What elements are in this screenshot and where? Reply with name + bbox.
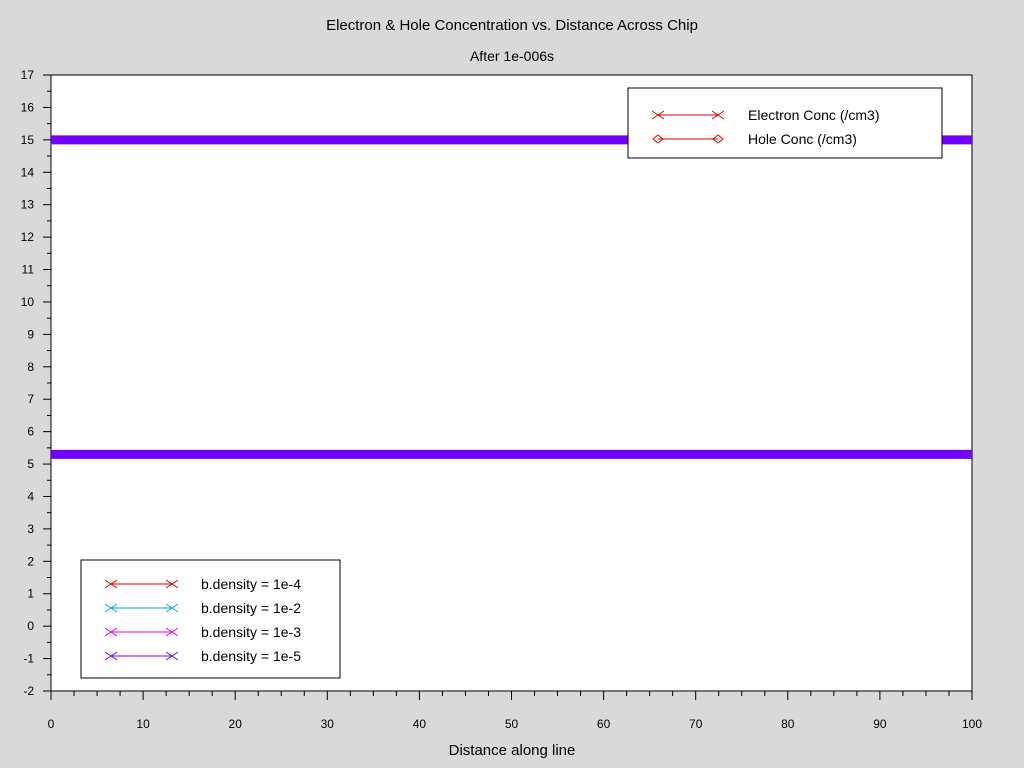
legend-marker-diamond bbox=[712, 134, 724, 144]
y-tick-label: 15 bbox=[21, 133, 35, 147]
legend-marker-x bbox=[165, 627, 179, 637]
y-tick-label: 2 bbox=[27, 554, 34, 568]
legend-marker-diamond bbox=[652, 134, 664, 144]
y-tick-label: 1 bbox=[27, 587, 34, 601]
legend-marker-x bbox=[165, 603, 179, 613]
y-tick-label: 11 bbox=[22, 263, 35, 277]
y-tick-label: 5 bbox=[27, 457, 34, 471]
x-tick-label: 50 bbox=[505, 717, 519, 731]
y-tick-label: 8 bbox=[27, 360, 34, 374]
legend-marker-x bbox=[104, 603, 118, 613]
legend-marker-x bbox=[104, 627, 118, 637]
legend-density: b.density = 1e-4 b.density = 1e-2 b.densit… bbox=[80, 559, 341, 679]
x-axis-label: Distance along line bbox=[449, 742, 576, 759]
x-tick-label: 100 bbox=[962, 717, 982, 731]
legend-label: Hole Conc (/cm3) bbox=[748, 131, 857, 147]
x-tick-label: 80 bbox=[781, 717, 795, 731]
y-tick-label: 3 bbox=[27, 522, 34, 536]
x-tick-label: 0 bbox=[48, 717, 55, 731]
legend-label: b.density = 1e-4 bbox=[201, 576, 301, 592]
legend-marker-x bbox=[165, 651, 179, 661]
y-tick-label: -1 bbox=[23, 652, 34, 666]
legend-marker-x bbox=[104, 579, 118, 589]
legend-marker-x bbox=[104, 651, 118, 661]
legend-box bbox=[80, 559, 341, 679]
x-tick-label: 30 bbox=[321, 717, 335, 731]
y-tick-label: 7 bbox=[27, 392, 34, 406]
y-tick-label: 9 bbox=[27, 327, 34, 341]
y-tick-label: 12 bbox=[21, 230, 35, 244]
legend-marker-x bbox=[711, 110, 725, 120]
legend-label: Electron Conc (/cm3) bbox=[748, 107, 879, 123]
x-tick-label: 70 bbox=[689, 717, 703, 731]
y-tick-label: 14 bbox=[21, 165, 35, 179]
legend-box bbox=[627, 87, 943, 159]
legend-label: b.density = 1e-5 bbox=[201, 648, 301, 664]
y-tick-label: 13 bbox=[21, 198, 35, 212]
chart-title: Electron & Hole Concentration vs. Distan… bbox=[326, 17, 698, 34]
x-tick-label: 10 bbox=[136, 717, 150, 731]
y-tick-label: 6 bbox=[27, 425, 34, 439]
y-tick-label: 10 bbox=[21, 295, 35, 309]
legend-carrier-type: Electron Conc (/cm3) Hole Conc (/cm3) bbox=[627, 87, 943, 159]
y-tick-label: 0 bbox=[27, 619, 34, 633]
y-tick-label: 4 bbox=[27, 489, 34, 503]
legend-label: b.density = 1e-3 bbox=[201, 624, 301, 640]
x-axis: 0 10 20 30 40 50 60 70 80 90 100 bbox=[48, 691, 982, 731]
legend-label: b.density = 1e-2 bbox=[201, 600, 301, 616]
y-tick-label: 16 bbox=[21, 100, 35, 114]
x-tick-label: 90 bbox=[873, 717, 887, 731]
x-tick-label: 20 bbox=[229, 717, 243, 731]
x-tick-label: 60 bbox=[597, 717, 611, 731]
y-tick-label: -2 bbox=[23, 684, 34, 698]
chart-subtitle: After 1e-006s bbox=[470, 48, 554, 64]
legend-marker-x bbox=[651, 110, 665, 120]
x-tick-label: 40 bbox=[413, 717, 427, 731]
y-tick-label: 17 bbox=[21, 68, 35, 82]
legend-marker-x bbox=[165, 579, 179, 589]
